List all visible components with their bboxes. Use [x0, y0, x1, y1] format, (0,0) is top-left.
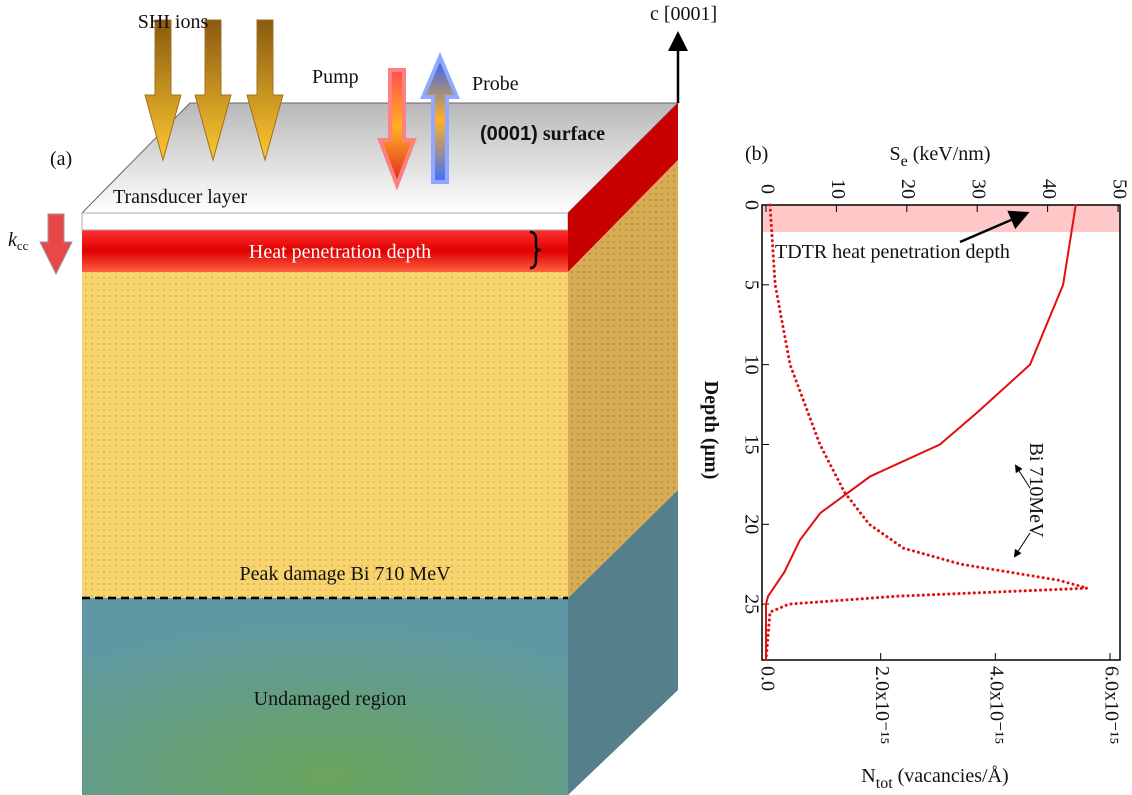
x-bottom-tick-label: 4.0x10⁻¹⁵	[986, 666, 1008, 745]
x-top-tick-label: 40	[1038, 179, 1060, 199]
probe-label: Probe	[472, 73, 519, 95]
surface-index: (0001)	[480, 123, 538, 145]
x-bottom-rest: (vacancies/Å)	[893, 765, 1009, 787]
figure: SHI ions Pump Probe c [0001] (a) (0001) …	[0, 0, 1132, 795]
y-title: Depth (µm)	[700, 381, 722, 480]
undamaged-label: Undamaged region	[254, 688, 407, 710]
x-top-title: Se (keV/nm)	[890, 143, 991, 170]
annotation: TDTR heat penetration depth	[775, 241, 1010, 263]
x-top-tick-label: 50	[1108, 179, 1130, 199]
x-bottom-sub: tot	[876, 775, 893, 792]
surface-rest: surface	[538, 123, 605, 145]
diagram: SHI ions Pump Probe c [0001] (a) (0001) …	[8, 3, 717, 795]
chart: (b) Se (keV/nm) Ntot (vacancies/Å) Depth…	[700, 143, 1130, 792]
x-bottom-tick-label: 6.0x10⁻¹⁵	[1100, 666, 1122, 745]
transducer-label: Transducer layer	[113, 186, 248, 208]
surface-label: (0001) surface	[480, 123, 605, 145]
kcc-arrow	[40, 214, 72, 274]
x-top-rest: (keV/nm)	[908, 143, 991, 165]
y-tick-label: 25	[740, 594, 762, 614]
y-tick-label: 5	[740, 280, 762, 290]
x-top-tick-label: 10	[827, 179, 849, 199]
transducer	[82, 213, 568, 230]
annotation-arrow	[1015, 533, 1030, 556]
x-top-sub: e	[901, 153, 908, 170]
x-bottom-tick-label: 2.0x10⁻¹⁵	[871, 666, 893, 745]
kcc-label: kcc	[8, 229, 29, 253]
x-top-tick-label: 30	[968, 179, 990, 199]
kcc-sub: cc	[17, 238, 29, 253]
heat-label: Heat penetration depth	[249, 241, 431, 263]
axis-label: c [0001]	[650, 3, 717, 25]
ions-label: SHI ions	[138, 11, 209, 33]
x-bottom-tick-label: 0.0	[756, 666, 778, 691]
ion-arrows	[145, 20, 283, 160]
peak-label: Peak damage Bi 710 MeV	[239, 563, 451, 585]
x-top-tick-label: 20	[897, 179, 919, 199]
series-line	[766, 205, 1087, 660]
panel-b: (b)	[745, 143, 768, 165]
highlight-band	[762, 205, 1120, 232]
y-tick-label: 10	[740, 355, 762, 375]
x-bottom-main: N	[861, 765, 875, 787]
x-bottom-title: Ntot (vacancies/Å)	[861, 765, 1008, 792]
x-top-tick-label: 0	[756, 184, 778, 194]
y-tick-label: 20	[740, 514, 762, 534]
y-tick-label: 0	[740, 200, 762, 210]
annotation: Bi 710MeV	[1025, 443, 1047, 539]
damaged-region	[82, 272, 568, 598]
panel-a: (a)	[50, 148, 72, 170]
x-top-main: S	[890, 143, 901, 165]
series-line	[766, 205, 1076, 660]
y-tick-label: 15	[740, 434, 762, 454]
pump-label: Pump	[312, 66, 359, 88]
